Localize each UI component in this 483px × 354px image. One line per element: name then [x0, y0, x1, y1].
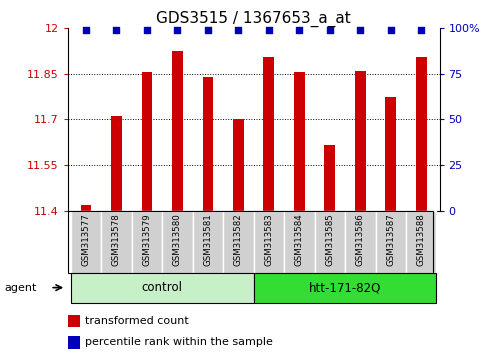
Bar — [254, 211, 284, 273]
Bar — [111, 116, 122, 211]
Bar — [202, 77, 213, 211]
Bar — [223, 211, 254, 273]
Bar — [385, 97, 396, 211]
Text: GSM313580: GSM313580 — [173, 214, 182, 267]
Text: percentile rank within the sample: percentile rank within the sample — [85, 337, 272, 348]
Bar — [325, 145, 335, 211]
Text: GSM313583: GSM313583 — [264, 214, 273, 267]
Text: GSM313581: GSM313581 — [203, 214, 213, 267]
Bar — [314, 211, 345, 273]
Title: GDS3515 / 1367653_a_at: GDS3515 / 1367653_a_at — [156, 11, 351, 27]
Bar — [193, 211, 223, 273]
Bar — [254, 273, 437, 303]
Bar — [294, 72, 305, 211]
Point — [417, 27, 425, 33]
Bar — [142, 72, 152, 211]
Bar — [101, 211, 132, 273]
Point — [113, 27, 120, 33]
Bar — [132, 211, 162, 273]
Bar — [162, 211, 193, 273]
Bar — [71, 211, 101, 273]
Bar — [345, 211, 375, 273]
Point — [234, 27, 242, 33]
Bar — [71, 273, 254, 303]
Text: GSM313587: GSM313587 — [386, 214, 395, 267]
Point — [326, 27, 334, 33]
Bar — [375, 211, 406, 273]
Bar — [355, 71, 366, 211]
Point — [296, 27, 303, 33]
Text: GSM313582: GSM313582 — [234, 214, 243, 267]
Text: control: control — [142, 281, 183, 294]
Text: GSM313588: GSM313588 — [417, 214, 426, 267]
Text: GSM313578: GSM313578 — [112, 214, 121, 267]
Point — [82, 27, 90, 33]
Point — [356, 27, 364, 33]
Bar — [406, 211, 437, 273]
Text: GSM313585: GSM313585 — [325, 214, 334, 267]
Text: GSM313577: GSM313577 — [82, 214, 90, 267]
Bar — [284, 211, 314, 273]
Bar — [233, 120, 243, 211]
Text: GSM313584: GSM313584 — [295, 214, 304, 267]
Point — [143, 27, 151, 33]
Bar — [264, 57, 274, 211]
Text: GSM313586: GSM313586 — [356, 214, 365, 267]
Bar — [416, 57, 426, 211]
Text: GSM313579: GSM313579 — [142, 214, 151, 266]
Point — [204, 27, 212, 33]
Point — [387, 27, 395, 33]
Text: agent: agent — [5, 283, 37, 293]
Text: transformed count: transformed count — [85, 316, 188, 326]
Point — [173, 27, 181, 33]
Bar — [81, 205, 91, 211]
Point — [265, 27, 273, 33]
Bar — [172, 51, 183, 211]
Text: htt-171-82Q: htt-171-82Q — [309, 281, 381, 294]
